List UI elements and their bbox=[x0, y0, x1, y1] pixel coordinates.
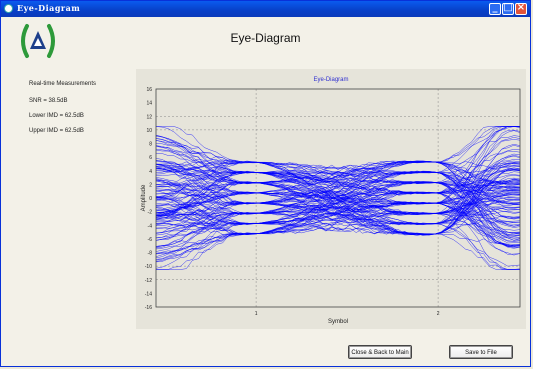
eye-trace bbox=[155, 160, 521, 197]
eye-trace bbox=[155, 171, 521, 235]
y-tick-label: -12 bbox=[145, 278, 152, 284]
eye-trace bbox=[155, 181, 521, 255]
window-title: Eye-Diagram bbox=[17, 3, 81, 13]
eye-trace bbox=[155, 170, 521, 235]
y-tick-label: 12 bbox=[146, 114, 152, 120]
x-tick-label: 2 bbox=[437, 311, 440, 317]
eye-trace bbox=[155, 180, 520, 226]
maximize-icon: □ bbox=[503, 2, 513, 13]
eye-trace bbox=[155, 179, 521, 233]
save-to-file-button[interactable]: Save to File bbox=[449, 345, 513, 359]
eye-trace bbox=[155, 161, 521, 226]
y-tick-label: -8 bbox=[148, 251, 153, 257]
y-tick-label: -16 bbox=[145, 305, 152, 311]
y-tick-label: 10 bbox=[146, 128, 152, 134]
y-tick-label: 14 bbox=[146, 101, 152, 107]
minimize-button[interactable]: _ bbox=[489, 2, 501, 15]
y-tick-label: -2 bbox=[148, 210, 153, 216]
eye-trace bbox=[155, 167, 521, 219]
eye-trace bbox=[155, 126, 520, 216]
eye-trace bbox=[156, 202, 520, 270]
chart-traces bbox=[155, 126, 521, 270]
eye-trace bbox=[155, 171, 521, 195]
chart-grid bbox=[156, 89, 520, 307]
eye-trace bbox=[155, 201, 520, 247]
snr-value: SNR = 38.5dB bbox=[29, 98, 68, 104]
eye-trace bbox=[155, 135, 521, 174]
eye-trace bbox=[155, 170, 521, 259]
eye-trace bbox=[155, 193, 521, 217]
chart-title: Eye-Diagram bbox=[313, 77, 349, 83]
upper-imd-value: Upper IMD = 62.5dB bbox=[29, 128, 84, 134]
eye-trace bbox=[155, 149, 521, 225]
close-icon: × bbox=[516, 2, 526, 13]
eye-trace bbox=[155, 181, 521, 237]
eye-trace bbox=[155, 177, 521, 215]
eye-trace bbox=[155, 149, 521, 195]
eye-trace bbox=[155, 167, 521, 225]
eye-trace bbox=[155, 162, 521, 234]
eye-trace bbox=[155, 161, 521, 236]
eye-trace bbox=[155, 161, 521, 248]
eye-trace bbox=[155, 169, 521, 247]
page-title: Eye-Diagram bbox=[230, 31, 301, 45]
plot-frame bbox=[155, 88, 521, 308]
eye-trace bbox=[155, 191, 521, 246]
y-tick-label: 16 bbox=[146, 87, 152, 93]
eye-trace bbox=[155, 190, 521, 248]
lower-imd-value: Lower IMD = 62.5dB bbox=[29, 113, 84, 119]
x-tick-label: 1 bbox=[255, 311, 258, 317]
company-logo bbox=[21, 24, 55, 58]
eye-trace bbox=[155, 139, 521, 234]
eye-trace bbox=[155, 145, 521, 205]
eye-trace bbox=[155, 191, 521, 249]
eye-trace bbox=[155, 137, 521, 205]
eye-trace bbox=[155, 138, 521, 215]
y-tick-label: 4 bbox=[149, 169, 152, 175]
y-tick-label: -10 bbox=[145, 264, 152, 270]
y-tick-label: 8 bbox=[149, 142, 152, 148]
eye-trace bbox=[155, 161, 521, 219]
plot-panel: Eye-Diagram -16 -14 -12 -10 -8 -6 -4 -2 0 2 4 6 8 10 1… bbox=[136, 69, 526, 329]
y-axis-label: Amplitude bbox=[141, 184, 147, 211]
eye-trace bbox=[155, 177, 521, 217]
y-tick-label: -14 bbox=[145, 291, 152, 297]
close-back-to-main-button[interactable]: Close & Back to Main bbox=[348, 345, 412, 359]
x-axis-label: Symbol bbox=[328, 319, 348, 325]
eye-trace bbox=[155, 212, 521, 257]
measurements-panel: Real-time Measurements SNR = 38.5dB Lowe… bbox=[29, 81, 96, 143]
app-icon bbox=[4, 4, 13, 13]
y-tick-label: -4 bbox=[148, 223, 153, 229]
title-bar[interactable]: Eye-Diagram _ □ × bbox=[1, 1, 530, 17]
measurements-heading: Real-time Measurements bbox=[29, 81, 97, 87]
eye-trace bbox=[155, 160, 521, 235]
eye-trace bbox=[155, 148, 521, 194]
close-window-button[interactable]: × bbox=[515, 2, 527, 15]
eye-trace bbox=[155, 144, 521, 236]
y-tick-label: 2 bbox=[149, 182, 152, 188]
eye-trace bbox=[155, 126, 521, 218]
eye-trace bbox=[155, 212, 521, 255]
y-tick-label: 0 bbox=[149, 196, 152, 202]
eye-trace bbox=[155, 146, 521, 255]
maximize-button[interactable]: □ bbox=[502, 2, 514, 15]
eye-trace bbox=[155, 150, 521, 234]
y-tick-label: 6 bbox=[149, 155, 152, 161]
minimize-icon: _ bbox=[492, 2, 498, 13]
eye-trace bbox=[155, 197, 521, 246]
y-tick-label: -6 bbox=[148, 237, 153, 243]
